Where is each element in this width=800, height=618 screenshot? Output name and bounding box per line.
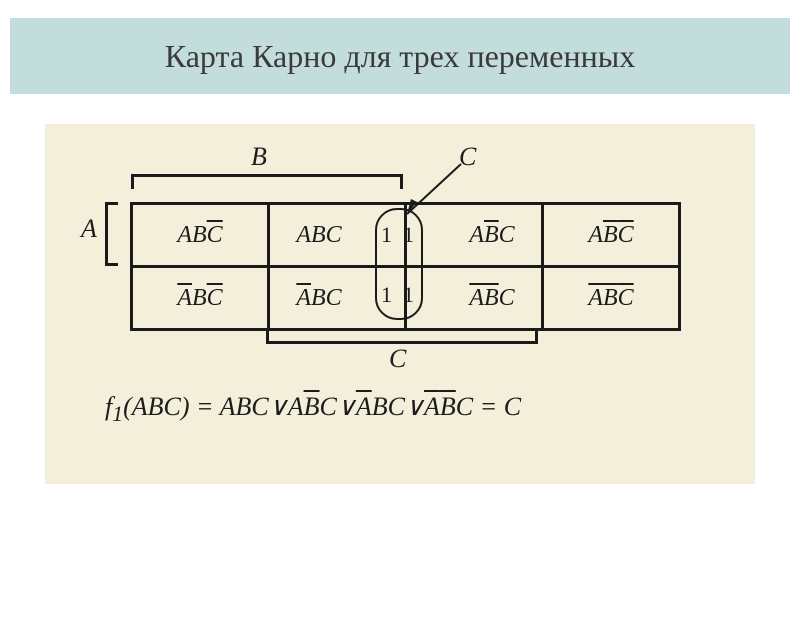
cell-term: ABC: [469, 222, 514, 248]
cell-term: ABC: [588, 222, 633, 248]
cell-term: ABC: [177, 222, 222, 248]
cell-term: ABC: [177, 285, 222, 311]
or-3: ∨: [405, 392, 424, 421]
cell-term: ABC: [469, 285, 514, 311]
cell-term: ABC: [588, 285, 633, 311]
cell-term: ABC: [296, 222, 341, 248]
title-bar: Карта Карно для трех переменных: [10, 18, 790, 94]
label-C-bottom: C: [389, 344, 406, 374]
bracket-B: [131, 174, 403, 189]
or-1: ∨: [269, 392, 288, 421]
label-B: B: [251, 142, 267, 172]
cell-r1c3: ABC: [543, 267, 680, 330]
cell-r0c2: ABC: [406, 204, 543, 267]
cell-r1c0: ABC: [132, 267, 269, 330]
formula-term-0: ABC: [220, 392, 269, 421]
formula-result: C: [504, 392, 521, 421]
formula: f1(ABC) = ABC∨ABC∨ABC∨ABC = C: [105, 392, 521, 427]
label-A: A: [81, 214, 97, 244]
one-2: 1: [403, 222, 414, 248]
cell-term: ABC: [296, 285, 341, 311]
label-C-top: C: [459, 142, 476, 172]
bracket-A: [105, 202, 118, 266]
formula-term-3: ABC: [424, 392, 473, 421]
formula-term-1: ABC: [288, 392, 337, 421]
one-4: 1: [403, 282, 414, 308]
diagram-area: A B C ABC ABC ABC ABC ABC: [45, 124, 755, 484]
formula-eq2: =: [473, 392, 504, 421]
one-3: 1: [381, 282, 392, 308]
cell-r0c0: ABC: [132, 204, 269, 267]
one-1: 1: [381, 222, 392, 248]
formula-prefix: f1(ABC): [105, 392, 196, 421]
formula-term-2: ABC: [356, 392, 405, 421]
or-2: ∨: [337, 392, 356, 421]
cell-r0c3: ABC: [543, 204, 680, 267]
formula-eq: =: [196, 392, 220, 421]
bracket-C: [266, 329, 538, 344]
cell-r1c2: ABC: [406, 267, 543, 330]
